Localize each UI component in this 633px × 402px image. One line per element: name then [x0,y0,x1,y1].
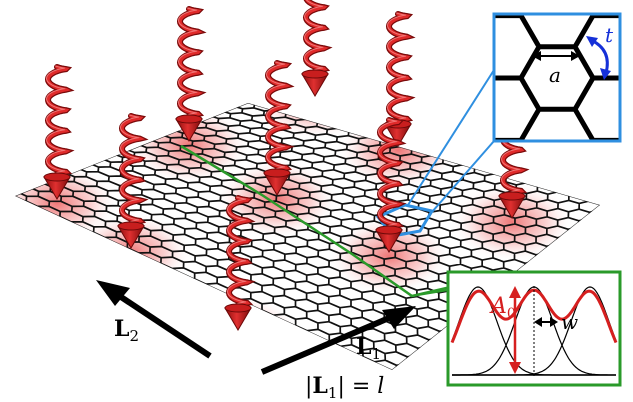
width-arrow [534,317,558,327]
laser-beam [43,64,75,200]
lattice-inset: a t [492,12,622,143]
lattice-constant-label: a [549,63,561,87]
laser-beam [224,195,256,331]
amplitude-label: A0 [489,294,516,322]
laser-beam [263,60,295,196]
laser-beam [117,113,149,249]
laser-beams [43,0,530,331]
l2-label: L2 [114,316,139,345]
laser-beam [375,117,407,253]
hopping-label: t [605,23,614,47]
width-label: w [561,310,578,334]
amplitude-arrow [509,286,521,374]
inset-connector-line [431,140,495,213]
profile-connector-line [411,289,449,297]
l2-arrow [96,280,212,359]
intensity-profile-inset: A0 w [446,270,622,387]
l1-norm-label: |L1| = l [305,373,384,402]
laser-beam [175,6,207,142]
hopping-arrow [586,36,611,80]
inset-connector-line [407,69,495,206]
laser-beam [384,11,416,147]
lattice-constant-arrow [532,51,580,61]
laser-beam [301,0,333,97]
l1-arrow [260,306,416,375]
l1-label: L1 [356,334,381,363]
cut-line [180,144,469,298]
